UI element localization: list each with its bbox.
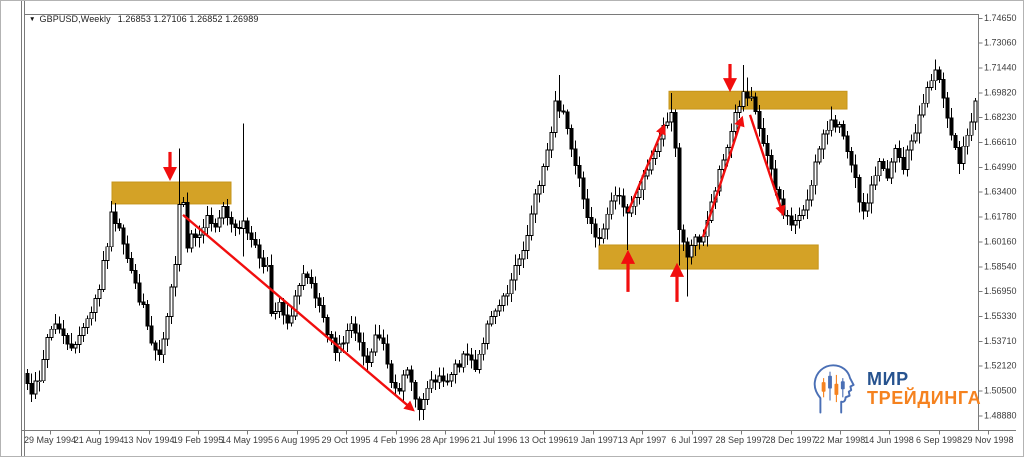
svg-text:1.73060: 1.73060 [984, 38, 1017, 48]
supply-zone-1997[interactable] [668, 90, 848, 110]
svg-text:19 Feb 1995: 19 Feb 1995 [173, 435, 224, 445]
svg-text:22 Mar 1998: 22 Mar 1998 [815, 435, 866, 445]
svg-text:29 Nov 1998: 29 Nov 1998 [962, 435, 1013, 445]
rally-into-zone2-first[interactable] [626, 123, 666, 213]
svg-text:1.60160: 1.60160 [984, 237, 1017, 247]
head-outline [813, 364, 855, 414]
svg-text:6 Aug 1995: 6 Aug 1995 [274, 435, 320, 445]
svg-text:29 May 1994: 29 May 1994 [24, 435, 76, 445]
svg-text:29 Oct 1995: 29 Oct 1995 [321, 435, 370, 445]
logo-head-icon [813, 364, 855, 414]
downtrend-1995-1996[interactable] [182, 213, 415, 412]
svg-text:1.69820: 1.69820 [984, 88, 1017, 98]
svg-text:1.55330: 1.55330 [984, 311, 1017, 321]
rally-into-zone2-second[interactable] [701, 115, 745, 238]
chevron-down-icon[interactable]: ▼ [29, 16, 36, 23]
logo-candle [834, 383, 839, 395]
logo-text: МИР ТРЕЙДИНГА [867, 368, 982, 408]
svg-text:6 Sep 1998: 6 Sep 1998 [916, 435, 962, 445]
ohlc-values: 1.26853 1.27106 1.26852 1.26989 [117, 14, 259, 24]
trend-arrows[interactable] [182, 114, 786, 412]
svg-text:19 Jan 1997: 19 Jan 1997 [568, 435, 618, 445]
drop-from-zone2[interactable] [748, 114, 786, 217]
svg-text:28 Dec 1997: 28 Dec 1997 [765, 435, 816, 445]
svg-text:1.58540: 1.58540 [984, 262, 1017, 272]
svg-text:13 Oct 1996: 13 Oct 1996 [519, 435, 568, 445]
svg-text:28 Apr 1996: 28 Apr 1996 [421, 435, 470, 445]
price-zones[interactable] [111, 90, 848, 270]
svg-text:14 Jun 1998: 14 Jun 1998 [864, 435, 914, 445]
svg-text:1.66610: 1.66610 [984, 137, 1017, 147]
logo-candle [821, 382, 826, 392]
logo-line2: ТРЕЙДИНГА [867, 387, 982, 408]
svg-text:6 Jul 1997: 6 Jul 1997 [671, 435, 713, 445]
logo-line1: МИР [867, 368, 909, 389]
svg-text:13 Nov 1994: 13 Nov 1994 [123, 435, 174, 445]
axis-frame [21, 1, 1016, 456]
svg-text:1.56950: 1.56950 [984, 286, 1017, 296]
svg-text:1.52120: 1.52120 [984, 361, 1017, 371]
logo-candle [828, 375, 832, 389]
svg-text:21 Jul 1996: 21 Jul 1996 [471, 435, 518, 445]
price-axis[interactable]: 1.74650 1.73060 1.71440 1.69820 1.68230 1.666… [978, 13, 1017, 421]
svg-text:1.74650: 1.74650 [984, 13, 1017, 23]
svg-text:1.50500: 1.50500 [984, 386, 1017, 396]
logo-candle [840, 381, 845, 390]
supply-zone-1995[interactable] [111, 181, 232, 205]
svg-text:1.53710: 1.53710 [984, 336, 1017, 346]
svg-text:14 May 1995: 14 May 1995 [221, 435, 273, 445]
svg-text:1.68230: 1.68230 [984, 112, 1017, 122]
svg-text:13 Apr 1997: 13 Apr 1997 [618, 435, 667, 445]
svg-text:1.48880: 1.48880 [984, 411, 1017, 421]
signal-arrows[interactable] [162, 63, 738, 302]
svg-text:4 Feb 1996: 4 Feb 1996 [373, 435, 419, 445]
svg-text:1.61780: 1.61780 [984, 212, 1017, 222]
demand-zone-1997[interactable] [598, 244, 819, 270]
svg-text:28 Sep 1997: 28 Sep 1997 [715, 435, 766, 445]
brand-logo: МИР ТРЕЙДИНГА [810, 362, 981, 415]
svg-text:1.71440: 1.71440 [984, 63, 1017, 73]
svg-text:1.63400: 1.63400 [984, 187, 1017, 197]
svg-text:21 Aug 1994: 21 Aug 1994 [74, 435, 125, 445]
svg-text:1.64990: 1.64990 [984, 162, 1017, 172]
symbol-period-label: GBPUSD,Weekly [39, 14, 111, 24]
chart-title-bar: ▼ GBPUSD,Weekly 1.26853 1.27106 1.26852 1.… [29, 14, 258, 24]
